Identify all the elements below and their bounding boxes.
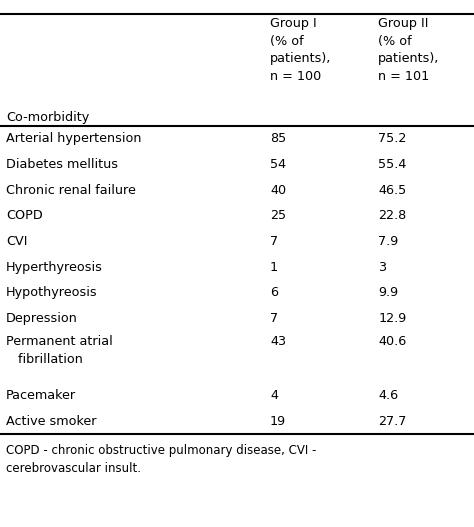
Text: 85: 85 xyxy=(270,132,286,145)
Text: 46.5: 46.5 xyxy=(378,184,407,197)
Text: 75.2: 75.2 xyxy=(378,132,407,145)
Text: Co-morbidity: Co-morbidity xyxy=(6,111,90,123)
Text: 54: 54 xyxy=(270,158,286,171)
Text: 25: 25 xyxy=(270,209,286,222)
Text: 27.7: 27.7 xyxy=(378,415,407,427)
Text: 7: 7 xyxy=(270,312,278,325)
Text: 9.9: 9.9 xyxy=(378,286,399,299)
Text: Arterial hypertension: Arterial hypertension xyxy=(6,132,142,145)
Text: Group I
(% of
patients),
n = 100: Group I (% of patients), n = 100 xyxy=(270,17,331,83)
Text: Pacemaker: Pacemaker xyxy=(6,389,76,402)
Text: 40.6: 40.6 xyxy=(378,336,407,348)
Text: 40: 40 xyxy=(270,184,286,197)
Text: 55.4: 55.4 xyxy=(378,158,407,171)
Text: 4.6: 4.6 xyxy=(378,389,399,402)
Text: CVI: CVI xyxy=(6,235,27,248)
Text: 12.9: 12.9 xyxy=(378,312,407,325)
Text: 19: 19 xyxy=(270,415,286,427)
Text: Group II
(% of
patients),
n = 101: Group II (% of patients), n = 101 xyxy=(378,17,440,83)
Text: 3: 3 xyxy=(378,261,386,274)
Text: Diabetes mellitus: Diabetes mellitus xyxy=(6,158,118,171)
Text: COPD: COPD xyxy=(6,209,43,222)
Text: Active smoker: Active smoker xyxy=(6,415,97,427)
Text: Permanent atrial
   fibrillation: Permanent atrial fibrillation xyxy=(6,336,113,366)
Text: 1: 1 xyxy=(270,261,278,274)
Text: Depression: Depression xyxy=(6,312,78,325)
Text: 7: 7 xyxy=(270,235,278,248)
Text: 4: 4 xyxy=(270,389,278,402)
Text: Hyperthyreosis: Hyperthyreosis xyxy=(6,261,103,274)
Text: 43: 43 xyxy=(270,336,286,348)
Text: Chronic renal failure: Chronic renal failure xyxy=(6,184,136,197)
Text: Hypothyreosis: Hypothyreosis xyxy=(6,286,98,299)
Text: COPD - chronic obstructive pulmonary disease, CVI -
cerebrovascular insult.: COPD - chronic obstructive pulmonary dis… xyxy=(6,444,317,475)
Text: 22.8: 22.8 xyxy=(378,209,407,222)
Text: 6: 6 xyxy=(270,286,278,299)
Text: 7.9: 7.9 xyxy=(378,235,399,248)
